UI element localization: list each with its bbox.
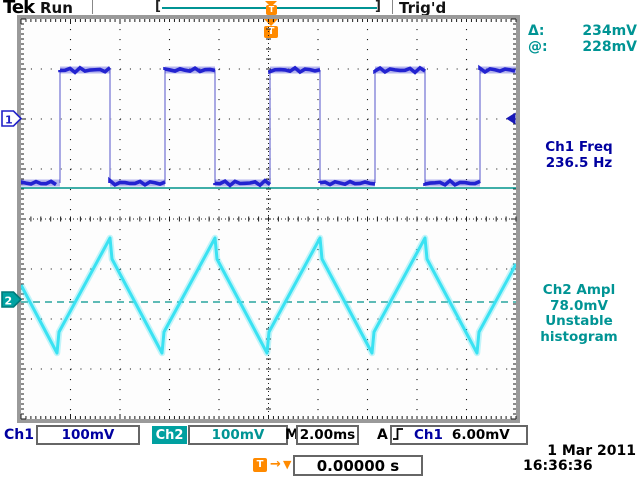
ch2-label-chip: Ch2 xyxy=(152,426,187,444)
trigger-source: Ch1 xyxy=(414,427,443,443)
footer-arrow-icon: → xyxy=(270,457,281,472)
trigger-position-pointer-icon xyxy=(264,19,278,26)
cursor-delta-value: 234mV xyxy=(582,23,637,39)
horizontal-position-readout: 0.00000 s xyxy=(293,455,423,476)
ch2-ampl-measurement: Ch2 Ampl 78.0mV Unstable histogram xyxy=(520,282,638,345)
ch1-label: Ch1 xyxy=(4,427,34,443)
separator xyxy=(392,0,393,14)
ch2-marker-icon xyxy=(1,291,23,308)
ch2-ampl-note1: Unstable xyxy=(545,313,613,329)
ch1-freq-value: 236.5 Hz xyxy=(545,154,613,171)
cursor-at-label: @: xyxy=(528,39,548,55)
rising-edge-slope-icon xyxy=(393,428,403,440)
ch2-ampl-note2: histogram xyxy=(540,328,618,345)
record-view-left-bracket: [ xyxy=(155,0,161,14)
date-readout: 1 Mar 2011 xyxy=(547,443,636,459)
top-status-bar: Tek Run [ ] T Trig'd xyxy=(0,0,640,18)
trigger-level: 6.00mV xyxy=(451,427,510,443)
trigger-readout: Ch1 6.00mV xyxy=(390,425,528,445)
separator xyxy=(92,0,93,14)
ch1-freq-label: Ch1 Freq xyxy=(545,139,613,155)
record-trigger-t-icon: T xyxy=(266,5,277,15)
cursor-at-value: 228mV xyxy=(582,39,637,55)
ch1-marker-icon xyxy=(1,110,23,127)
trace-layer xyxy=(21,64,516,357)
cursor-delta-label: Δ: xyxy=(528,23,545,39)
cursor-delta-readout: Δ: 234mV xyxy=(528,23,637,39)
ch2-ampl-label: Ch2 Ampl xyxy=(542,282,616,298)
ch2-ampl-value: 78.0mV xyxy=(550,297,608,314)
trigger-status: Trig'd xyxy=(399,0,447,17)
ch2-scale-readout: 100mV xyxy=(188,425,288,445)
ch1-freq-measurement: Ch1 Freq 236.5 Hz xyxy=(520,139,638,171)
footer-pointer-icon: ▼ xyxy=(283,458,292,471)
time-readout: 16:36:36 xyxy=(523,458,593,474)
graticule-grid xyxy=(20,18,517,420)
trigger-level-arrow-icon xyxy=(506,112,516,125)
timebase-readout: 2.00ms xyxy=(296,425,359,445)
trigger-bus-label: A xyxy=(377,427,388,443)
acquisition-status: Run xyxy=(40,0,73,17)
footer-trigger-t-icon: T xyxy=(253,458,267,472)
ch1-marker-label: 1 xyxy=(5,114,13,127)
ch2-marker-label: 2 xyxy=(5,295,13,308)
tek-logo: Tek xyxy=(3,0,35,18)
record-trigger-pointer-icon xyxy=(265,1,277,7)
ch1-scale-readout: 100mV xyxy=(36,425,140,445)
record-view-right-bracket: ] xyxy=(375,0,381,14)
timebase-label: M xyxy=(285,427,299,443)
cursor-at-readout: @: 228mV xyxy=(528,39,637,55)
